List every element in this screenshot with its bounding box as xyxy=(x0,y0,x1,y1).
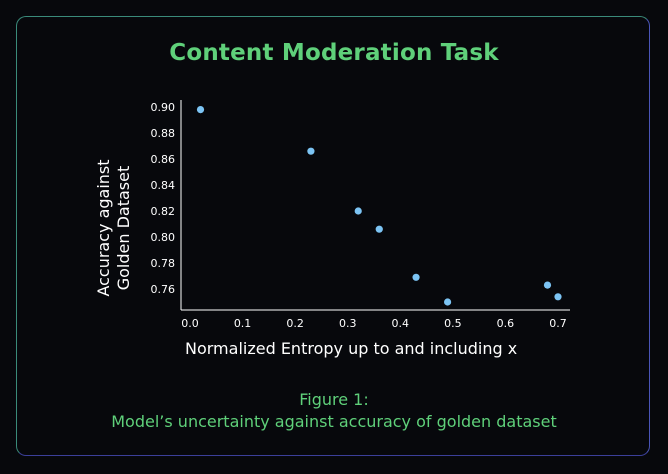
data-point xyxy=(307,147,315,155)
y-tick-label: 0.90 xyxy=(151,101,176,114)
y-tick-label: 0.80 xyxy=(151,231,176,244)
chart-card xyxy=(16,16,650,456)
x-tick-label: 0.3 xyxy=(339,317,357,330)
data-point xyxy=(375,225,383,233)
data-point xyxy=(444,298,452,306)
y-tick-label: 0.78 xyxy=(151,257,176,270)
x-tick-label: 0.2 xyxy=(286,317,304,330)
y-tick-label: 0.76 xyxy=(151,283,176,296)
x-tick-label: 0.0 xyxy=(181,317,199,330)
x-tick-label: 0.6 xyxy=(497,317,515,330)
x-tick-label: 0.5 xyxy=(444,317,462,330)
data-point xyxy=(412,273,420,281)
y-tick-label: 0.86 xyxy=(151,153,176,166)
y-tick-label: 0.82 xyxy=(151,205,176,218)
chart-title: Content Moderation Task xyxy=(169,40,499,66)
figure-caption-text: Model’s uncertainty against accuracy of … xyxy=(111,412,557,431)
data-point xyxy=(543,281,552,289)
figure-caption-label: Figure 1: xyxy=(299,390,369,409)
x-tick-label: 0.7 xyxy=(549,317,567,330)
x-tick-label: 0.1 xyxy=(234,317,252,330)
x-tick-label: 0.4 xyxy=(392,317,410,330)
data-point xyxy=(554,293,562,301)
figure-caption: Figure 1: Model’s uncertainty against ac… xyxy=(0,389,668,433)
data-point xyxy=(196,106,205,114)
x-axis-label: Normalized Entropy up to and including x xyxy=(185,339,518,358)
y-tick-label: 0.88 xyxy=(151,127,176,140)
y-tick-label: 0.84 xyxy=(151,179,176,192)
data-point xyxy=(354,207,362,215)
